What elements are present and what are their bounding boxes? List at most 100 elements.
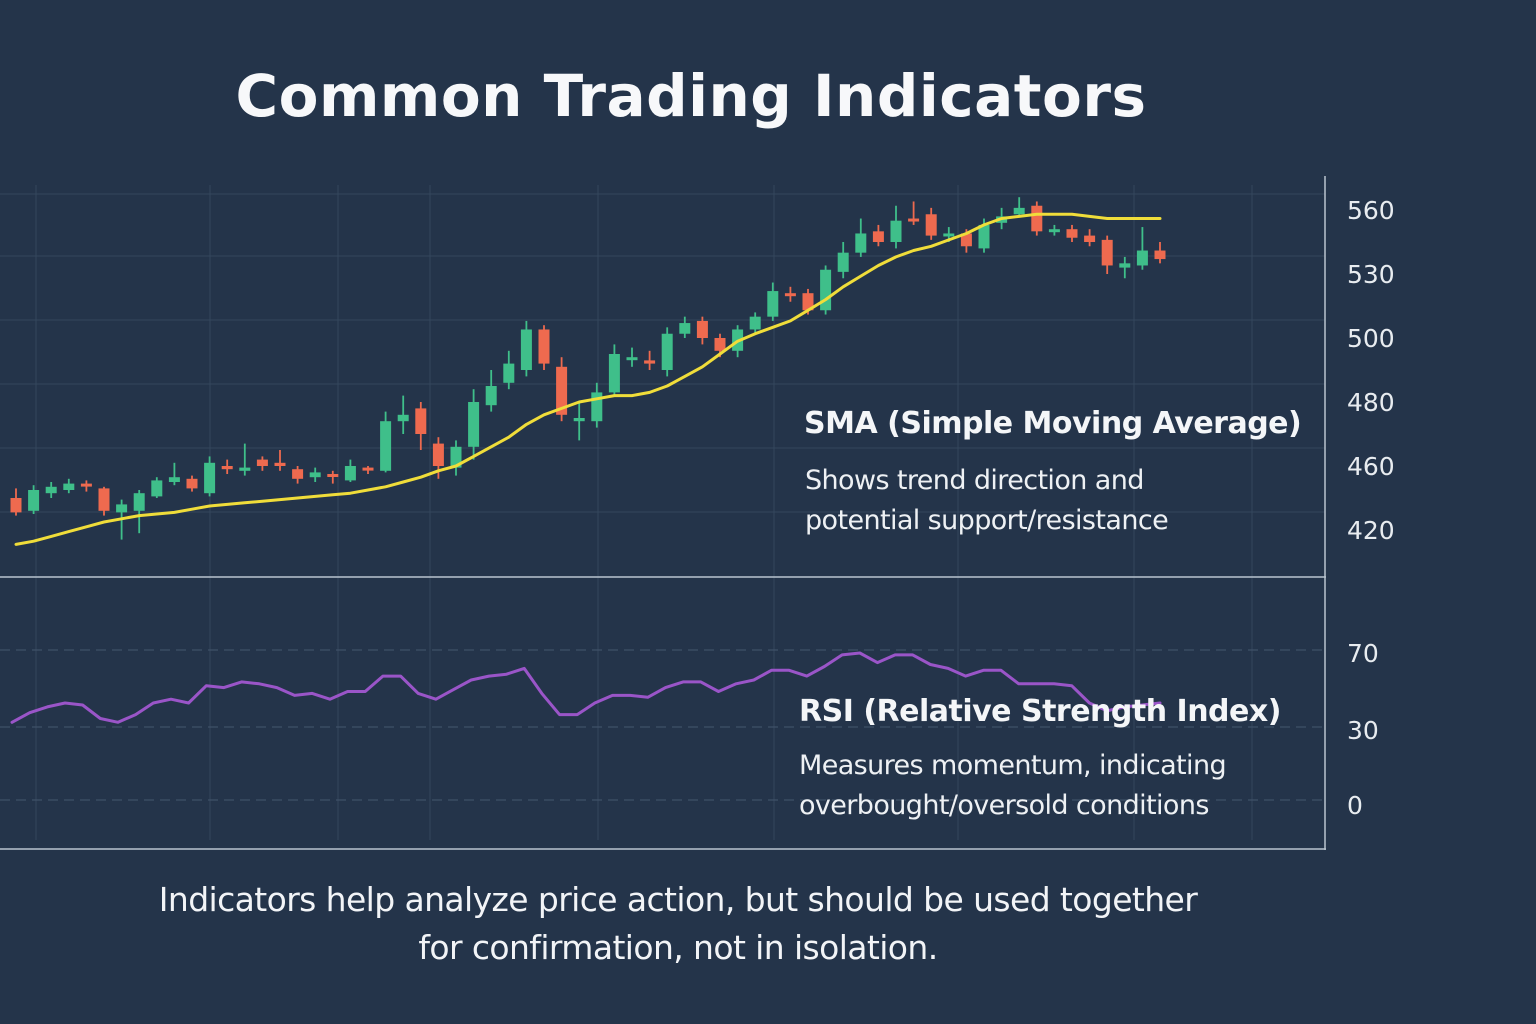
candle-body — [204, 462, 216, 494]
candle — [767, 282, 779, 321]
candle — [608, 344, 620, 396]
candle — [820, 265, 832, 315]
candle — [327, 470, 339, 484]
candle-body — [309, 472, 321, 478]
sma-annotation-title: SMA (Simple Moving Average) — [804, 406, 1302, 441]
candle — [679, 316, 691, 338]
candle-body — [820, 269, 832, 311]
candle — [1119, 256, 1131, 279]
candle-body — [63, 483, 75, 490]
candle-body — [767, 291, 779, 317]
rsi-annotation-line2: overbought/oversold conditions — [799, 790, 1209, 821]
candle-body — [556, 366, 568, 415]
candle-body — [292, 469, 304, 479]
candle-body — [960, 233, 972, 247]
candle — [1084, 229, 1096, 247]
candle-body — [10, 498, 22, 513]
rsi-tick-label: 30 — [1347, 716, 1379, 745]
candle-body — [1031, 205, 1043, 232]
candle — [204, 456, 216, 497]
candle-body — [133, 493, 145, 511]
candle-body — [432, 443, 444, 466]
candle-body — [397, 414, 409, 422]
candle-body — [784, 293, 796, 297]
candle-body — [327, 474, 339, 477]
candle — [450, 440, 462, 476]
candle-body — [1048, 229, 1060, 233]
candle-body — [468, 402, 480, 447]
candle-body — [503, 363, 515, 383]
candle-body — [45, 486, 57, 494]
candle-body — [186, 478, 198, 489]
candle — [1066, 224, 1078, 242]
candle — [10, 488, 22, 516]
candle — [1101, 235, 1113, 274]
candle — [573, 402, 585, 441]
rsi-series — [10, 651, 1162, 724]
candle — [45, 482, 57, 498]
rsi-annotation-line1: Measures momentum, indicating — [799, 750, 1227, 781]
candle — [397, 395, 409, 434]
sma-annotation-line1: Shows trend direction and — [805, 465, 1144, 496]
candle — [908, 201, 920, 225]
candle — [292, 466, 304, 484]
candle-body — [644, 360, 656, 364]
candle-body — [344, 466, 356, 481]
candle-body — [28, 490, 40, 511]
candle-body — [943, 233, 955, 237]
candle — [538, 325, 550, 370]
rsi-tick-label: 0 — [1347, 791, 1363, 820]
candle — [644, 350, 656, 370]
candle — [63, 478, 75, 494]
candle-body — [415, 408, 427, 434]
chart-panels — [0, 176, 1326, 850]
sma-series — [14, 212, 1162, 546]
candle — [468, 389, 480, 460]
candle-body — [872, 231, 884, 242]
candle — [591, 382, 603, 428]
candle-body — [221, 466, 233, 470]
price-tick-label: 500 — [1347, 324, 1395, 353]
candle — [872, 224, 884, 247]
candle-body — [1154, 250, 1166, 260]
candle-body — [80, 483, 92, 487]
price-tick-label: 480 — [1347, 388, 1395, 417]
candle — [168, 462, 180, 486]
candle-body — [591, 392, 603, 422]
rsi-tick-label: 70 — [1347, 639, 1379, 668]
candle-body — [749, 316, 761, 330]
candle — [256, 456, 268, 471]
candle-body — [1066, 229, 1078, 238]
candle-body — [256, 459, 268, 466]
candle-body — [573, 418, 585, 422]
candle — [415, 402, 427, 450]
candle — [626, 347, 638, 367]
sma-line — [14, 212, 1162, 546]
candle-body — [520, 329, 532, 370]
price-tick-label: 460 — [1347, 452, 1395, 481]
candle-body — [696, 320, 708, 338]
candle-body — [626, 357, 638, 361]
candle-body — [925, 214, 937, 236]
candle-body — [978, 224, 990, 249]
candle — [274, 450, 286, 471]
candle — [925, 207, 937, 240]
candle — [221, 459, 233, 474]
candle-body — [98, 488, 110, 511]
candle — [784, 286, 796, 302]
candle — [1154, 242, 1166, 264]
rsi-annotation-description: Measures momentum, indicating overbought… — [799, 746, 1227, 826]
page-title: Common Trading Indicators — [235, 62, 1147, 130]
rsi-line — [10, 651, 1162, 724]
candle-body — [1101, 239, 1113, 266]
candle — [133, 490, 145, 534]
footer-note: Indicators help analyze price action, bu… — [0, 876, 1356, 972]
y-axis-ticks: 560 530 500 480 460 420 70 30 0 — [1347, 196, 1395, 820]
sma-annotation-description: Shows trend direction and potential supp… — [805, 461, 1169, 541]
candle — [696, 316, 708, 345]
candle-body — [239, 467, 251, 471]
candle — [1013, 197, 1025, 217]
candle — [556, 357, 568, 422]
candle-body — [714, 338, 726, 351]
